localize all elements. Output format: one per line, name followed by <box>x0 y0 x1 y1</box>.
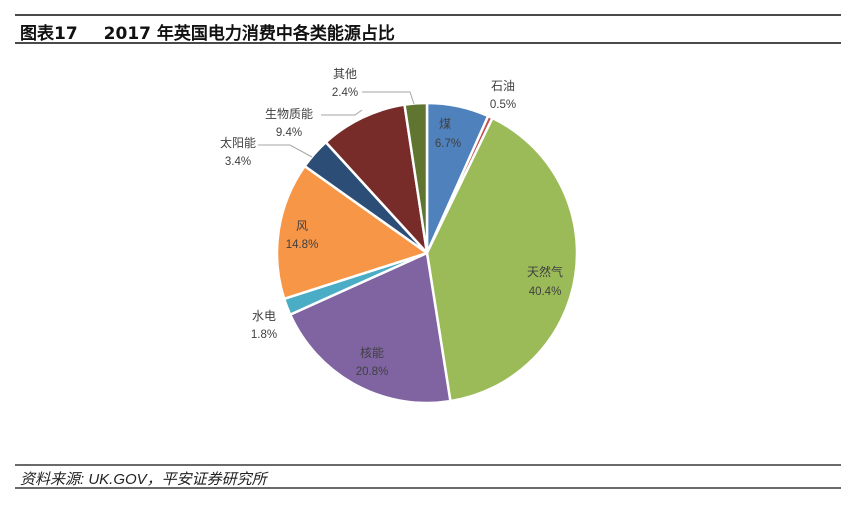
slice-category-label: 水电 <box>252 309 276 323</box>
slice-category-label: 其他 <box>333 67 357 81</box>
data-labels: 煤 6.7% 石油 0.5% 天然气 40.4% 核能 20.8% 水电 1.8% 风 14.8% 太阳… <box>220 67 563 378</box>
pie-slices <box>275 101 579 405</box>
figure-title: 图表17 2017 年英国电力消费中各类能源占比 <box>20 19 395 44</box>
pie-slice-6 <box>275 164 429 301</box>
slice-percent-label: 6.7% <box>435 138 461 150</box>
pie-slice-3 <box>425 116 579 403</box>
source-top-rule <box>15 464 841 466</box>
pie-slice-4 <box>288 251 452 405</box>
title-underline <box>15 42 841 44</box>
slice-percent-label: 2.4% <box>332 87 358 99</box>
slice-percent-label: 1.8% <box>251 329 277 341</box>
leader-line <box>362 91 415 105</box>
slice-percent-label: 3.4% <box>225 156 251 168</box>
figure-number: 图表17 <box>20 24 78 44</box>
top-rule <box>15 14 841 16</box>
slice-category-label: 石油 <box>491 79 515 93</box>
leader-line <box>258 144 313 158</box>
pie-slice-9 <box>403 101 429 255</box>
slice-category-label: 核能 <box>360 346 384 360</box>
leader-lines <box>258 91 415 158</box>
slice-category-label: 生物质能 <box>265 107 313 121</box>
slice-percent-label: 0.5% <box>490 99 516 111</box>
source-bottom-rule <box>15 487 841 489</box>
source-note: 资料来源: UK.GOV，平安证券研究所 <box>20 471 267 488</box>
slice-percent-label: 14.8% <box>286 239 319 251</box>
slice-category-label: 煤 <box>439 117 451 131</box>
leader-line <box>321 109 363 116</box>
slice-category-label: 天然气 <box>527 264 563 279</box>
slice-category-label: 风 <box>296 219 308 233</box>
slice-category-label: 太阳能 <box>220 135 256 150</box>
slice-percent-label: 9.4% <box>276 127 302 139</box>
slice-percent-label: 20.8% <box>356 366 389 378</box>
pie-slice-8 <box>324 103 429 255</box>
slice-percent-label: 40.4% <box>529 286 562 298</box>
figure-title-text: 2017 年英国电力消费中各类能源占比 <box>103 24 395 44</box>
